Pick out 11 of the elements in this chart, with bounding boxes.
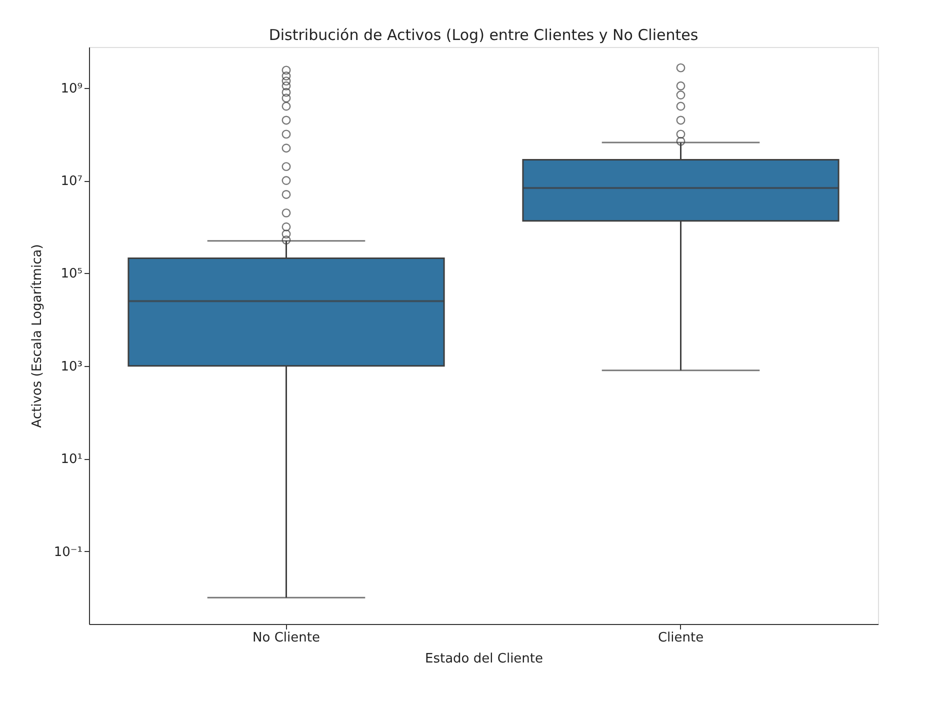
y-tick-label: 10⁻¹ [54, 544, 82, 560]
y-tick-label: 10⁵ [60, 266, 82, 282]
y-tick-label: 10⁹ [60, 81, 82, 96]
y-tick-label: 10¹ [60, 452, 82, 468]
y-tick-label: 10⁷ [60, 174, 82, 190]
x-tick-label: No Cliente [252, 630, 320, 646]
y-tick-label: 10³ [60, 359, 82, 374]
chart-title: Distribución de Activos (Log) entre Clientes y No Clientes [268, 26, 698, 44]
x-axis-title: Estado del Cliente [424, 652, 544, 666]
y-axis-title: Activos (Escala Logarítmica) [30, 244, 45, 428]
x-tick-label: Cliente [658, 630, 704, 646]
